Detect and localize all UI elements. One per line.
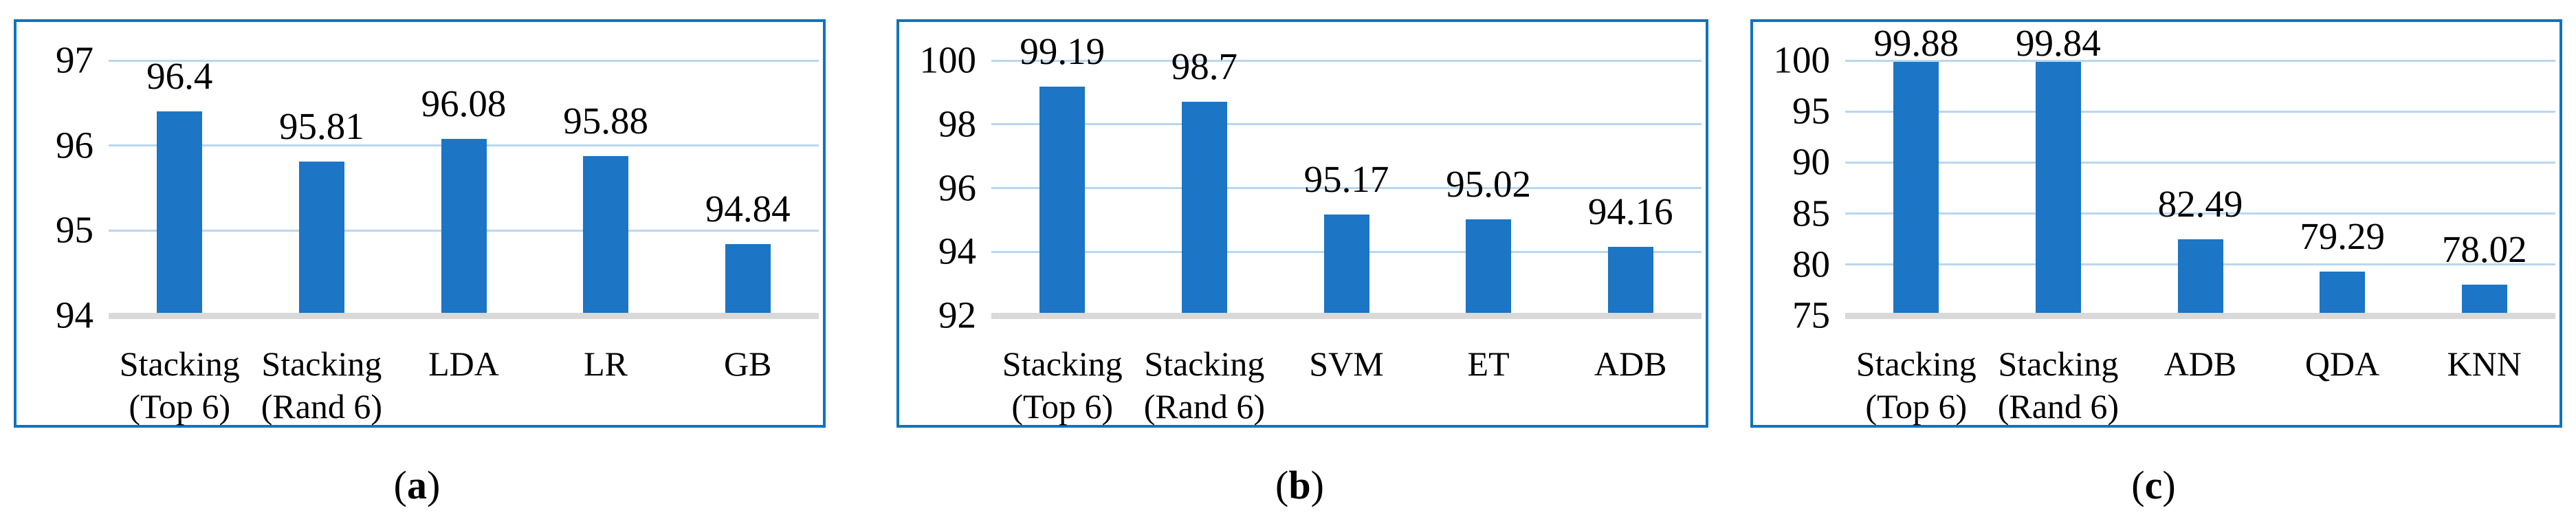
- y-tick-label: 98: [938, 102, 976, 145]
- chart-box-b: 92 94 96 98 100 99.19 98.7 95.17 95.02 94.16 Sta…: [896, 19, 1708, 428]
- bar-value-label: 99.88: [1873, 22, 1959, 64]
- bar-svm: [1323, 215, 1369, 316]
- x-category-label: ADB: [1594, 344, 1667, 383]
- y-tick-label: 94: [56, 294, 93, 336]
- bar-value-label: 95.81: [279, 105, 364, 148]
- chart-caption-b: (b): [1275, 463, 1324, 507]
- x-axis-labels: Stacking (Top 6) Stacking (Rand 6) LDA LR GB: [109, 342, 819, 432]
- y-tick-label: 85: [1792, 191, 1830, 234]
- plot-area: 99.19 98.7 95.17 95.02 94.16: [991, 32, 1702, 316]
- bar-value-label: 79.29: [2300, 215, 2385, 258]
- chart-caption-c: (c): [2131, 463, 2176, 507]
- x-category-label: Stacking (Rand 6): [1997, 344, 2120, 426]
- bar-value-label: 99.84: [2016, 22, 2101, 64]
- y-tick-label: 95: [1792, 89, 1830, 132]
- x-category-label: Stacking (Top 6): [1856, 344, 1977, 426]
- x-category-label: LDA: [428, 344, 499, 383]
- x-axis-line: [109, 313, 819, 319]
- y-tick-label: 95: [56, 208, 93, 251]
- y-tick-label: 97: [56, 39, 93, 81]
- bar-lr: [583, 155, 629, 316]
- bar-value-label: 98.7: [1171, 45, 1238, 88]
- bar-stacking-top-6-: [1039, 86, 1086, 316]
- bar-stacking-top-6-: [157, 111, 203, 316]
- bar-value-label: 94.84: [705, 188, 791, 230]
- x-category-label: Stacking (Top 6): [1002, 344, 1123, 426]
- bar-qda: [2320, 272, 2366, 316]
- bar-stacking-top-6-: [1893, 61, 1939, 316]
- gridline: [1845, 59, 2555, 62]
- y-axis-ticks: 94 95 96 97: [16, 22, 93, 425]
- bar-value-label: 94.16: [1587, 190, 1673, 232]
- bar-value-label: 95.02: [1446, 162, 1531, 205]
- x-axis-line: [991, 313, 1702, 319]
- bar-value-label: 95.88: [563, 99, 648, 142]
- bar-adb: [1607, 246, 1653, 316]
- x-axis-line: [1845, 313, 2555, 319]
- bar-stacking-rand-6-: [1181, 102, 1227, 316]
- chart-box-a: 94 95 96 97 96.4 95.81 96.08 95.88 94.84 Stacki…: [14, 19, 826, 428]
- y-tick-label: 92: [938, 294, 976, 336]
- y-tick-label: 90: [1792, 140, 1830, 183]
- x-category-label: GB: [723, 344, 772, 383]
- y-tick-label: 96: [56, 124, 93, 166]
- chart-panel-a: 94 95 96 97 96.4 95.81 96.08 95.88 94.84 Stacki…: [14, 19, 826, 512]
- plot-area: 99.88 99.84 82.49 79.29 78.02: [1845, 24, 2555, 316]
- gridline: [991, 59, 1702, 62]
- x-axis-labels: Stacking (Top 6) Stacking (Rand 6) SVM ET ADB: [991, 342, 1702, 432]
- bar-lda: [441, 138, 487, 316]
- bar-value-label: 95.17: [1303, 158, 1389, 200]
- y-axis-ticks: 75 80 85 90 95 100: [1753, 22, 1831, 425]
- gridline: [991, 187, 1702, 189]
- y-tick-label: 94: [938, 230, 976, 272]
- bar-value-label: 99.19: [1020, 30, 1105, 72]
- y-tick-label: 75: [1792, 294, 1830, 336]
- plot-area: 96.4 95.81 96.08 95.88 94.84: [109, 57, 819, 316]
- bar-et: [1466, 219, 1512, 316]
- y-tick-label: 100: [1773, 39, 1831, 81]
- chart-panel-c: 75 80 85 90 95 100 99.88 99.84 82.49 79.29 78.02 …: [1750, 19, 2562, 512]
- bar-stacking-rand-6-: [298, 162, 344, 316]
- gridline: [991, 123, 1702, 126]
- chart-panel-b: 92 94 96 98 100 99.19 98.7 95.17 95.02 94.16 Sta…: [896, 19, 1708, 512]
- x-category-label: Stacking (Rand 6): [1143, 344, 1266, 426]
- y-axis-ticks: 92 94 96 98 100: [899, 22, 977, 425]
- gridline: [1845, 212, 2555, 215]
- bar-value-label: 96.08: [421, 82, 507, 124]
- gridline: [1845, 161, 2555, 164]
- y-tick-label: 100: [919, 39, 977, 81]
- x-category-label: LR: [584, 344, 628, 383]
- bar-value-label: 96.4: [146, 55, 213, 98]
- y-tick-label: 96: [938, 166, 976, 208]
- gridline: [109, 59, 819, 62]
- bar-gb: [725, 244, 771, 316]
- x-category-label: KNN: [2447, 344, 2522, 383]
- chart-caption-a: (a): [393, 463, 441, 507]
- y-tick-label: 80: [1792, 243, 1830, 285]
- x-category-label: Stacking (Rand 6): [261, 344, 383, 426]
- x-category-label: SVM: [1309, 344, 1384, 383]
- bar-stacking-rand-6-: [2035, 62, 2081, 316]
- bar-value-label: 78.02: [2441, 228, 2527, 271]
- x-category-label: QDA: [2304, 344, 2380, 383]
- gridline: [1845, 110, 2555, 113]
- x-category-label: Stacking (Top 6): [119, 344, 240, 426]
- chart-box-c: 75 80 85 90 95 100 99.88 99.84 82.49 79.29 78.02 …: [1750, 19, 2562, 428]
- x-axis-labels: Stacking (Top 6) Stacking (Rand 6) ADB QDA KNN: [1845, 342, 2555, 432]
- x-category-label: ET: [1467, 344, 1510, 383]
- bar-knn: [2461, 285, 2507, 316]
- bar-adb: [2177, 239, 2223, 316]
- bar-value-label: 82.49: [2157, 182, 2243, 225]
- x-category-label: ADB: [2164, 344, 2237, 383]
